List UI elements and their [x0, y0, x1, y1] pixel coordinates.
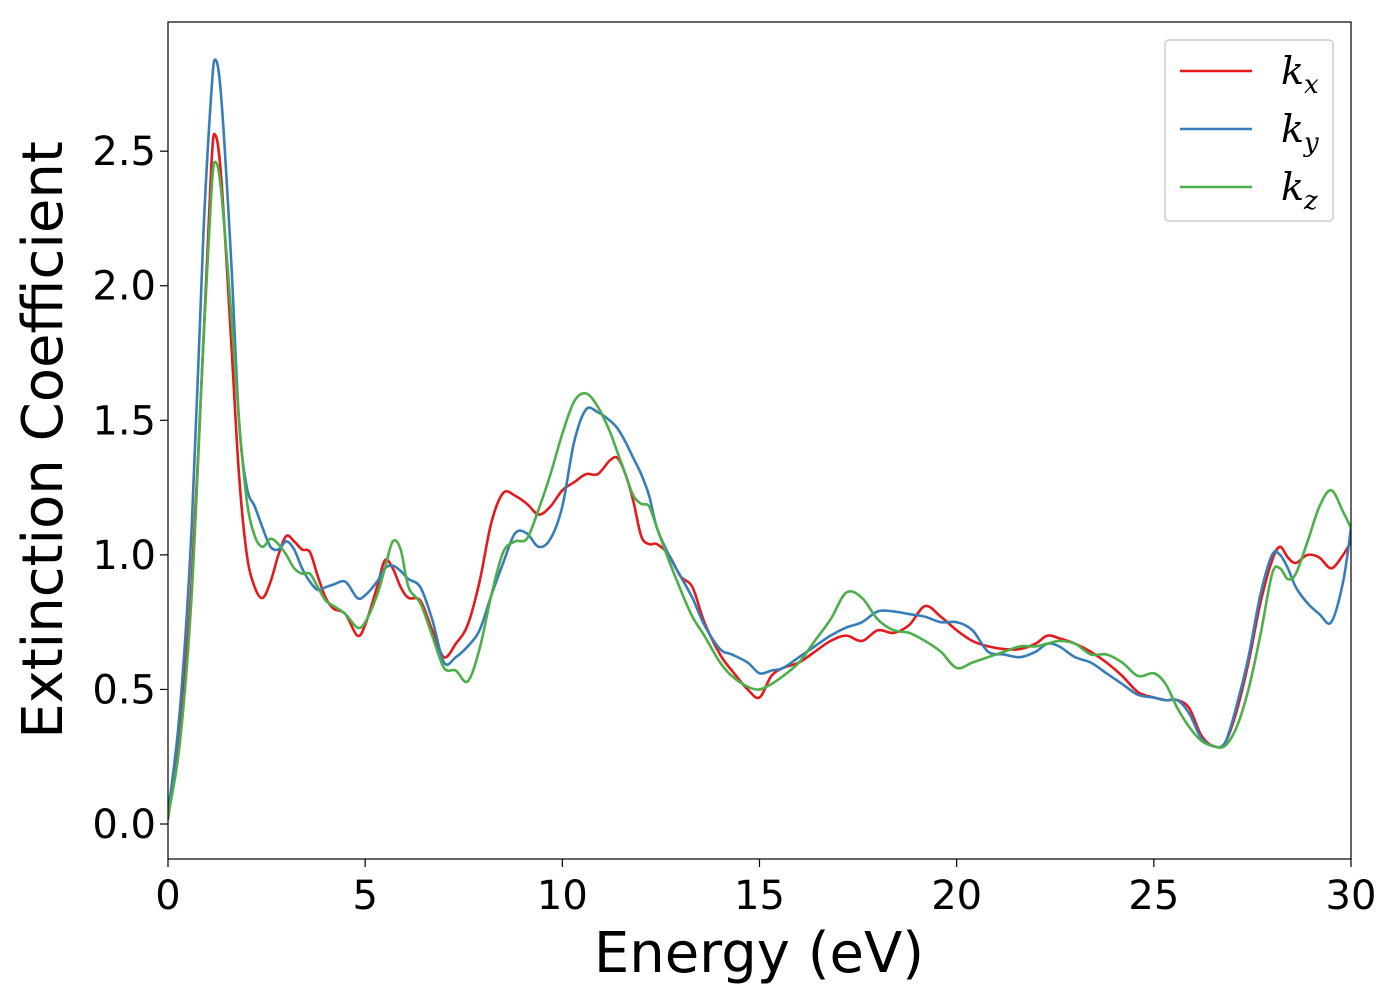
x-tick-label: 30	[1326, 873, 1377, 919]
series-line-z	[168, 160, 1351, 818]
series-line-y	[168, 58, 1351, 815]
legend-frame	[1164, 39, 1334, 222]
y-axis-title: Extinction Coefficient	[11, 141, 76, 739]
x-tick-label: 20	[931, 873, 982, 919]
legend-label-subscript: y	[1303, 128, 1319, 158]
y-tick-label: 0.5	[92, 667, 156, 713]
legend-label-subscript: x	[1304, 70, 1319, 100]
legend-label-x: kx	[1281, 49, 1319, 100]
x-tick-label: 10	[537, 873, 588, 919]
x-tick-label: 15	[734, 873, 785, 919]
x-tick-label: 0	[155, 873, 180, 919]
x-tick-label: 25	[1128, 873, 1179, 919]
y-tick-label: 0.0	[92, 802, 156, 848]
x-tick-label: 5	[352, 873, 377, 919]
legend-label-base: k	[1281, 165, 1304, 209]
y-tick-label: 1.0	[92, 533, 156, 579]
legend-label-base: k	[1281, 107, 1304, 151]
plot-area	[168, 22, 1351, 859]
x-axis-ticks: 0 5 10 15 20 25 30	[155, 859, 1376, 919]
series-layer	[168, 58, 1351, 820]
y-axis-ticks: 0.0 0.5 1.0 1.5 2.0 2.5	[92, 129, 168, 848]
legend-label-subscript: z	[1303, 186, 1318, 216]
x-axis-title: Energy (eV)	[594, 921, 924, 986]
legend-label-z: kz	[1281, 165, 1318, 216]
y-tick-label: 1.5	[92, 398, 156, 444]
legend-label-base: k	[1281, 49, 1304, 93]
y-tick-label: 2.5	[92, 129, 156, 175]
legend-label-y: ky	[1281, 107, 1319, 158]
y-tick-label: 2.0	[92, 264, 156, 310]
